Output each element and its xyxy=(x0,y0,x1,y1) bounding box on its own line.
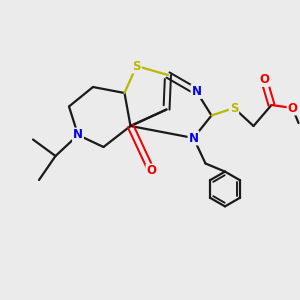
Text: N: N xyxy=(188,131,199,145)
Text: O: O xyxy=(146,164,157,178)
Text: N: N xyxy=(191,85,202,98)
Text: O: O xyxy=(287,101,298,115)
Text: N: N xyxy=(73,128,83,142)
Text: O: O xyxy=(259,73,269,86)
Text: S: S xyxy=(132,59,141,73)
Text: S: S xyxy=(230,101,238,115)
